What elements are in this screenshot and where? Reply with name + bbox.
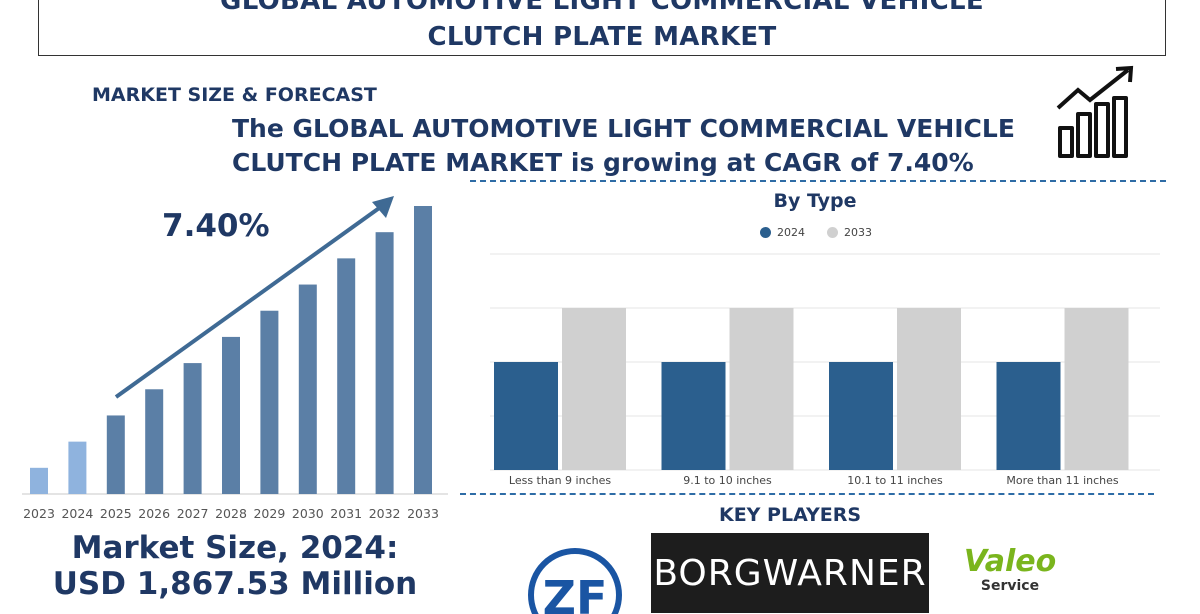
section-label: MARKET SIZE & FORECAST bbox=[92, 84, 377, 106]
borgwarner-logo-text: BORGWARNER bbox=[653, 552, 927, 594]
headline: The GLOBAL AUTOMOTIVE LIGHT COMMERCIAL V… bbox=[232, 114, 1015, 177]
legend-item-2033: 2033 bbox=[827, 226, 872, 239]
bar-2033 bbox=[414, 206, 432, 494]
bar-2027 bbox=[183, 363, 202, 494]
bar-2024-2 bbox=[829, 362, 893, 470]
valeo-logo: Valeo Service bbox=[955, 544, 1065, 595]
cagr-annotation: 7.40% bbox=[162, 208, 270, 244]
trend-arrow-head bbox=[372, 196, 394, 218]
market-size-label: Market Size, 2024: bbox=[71, 530, 399, 566]
growth-bar-chart-icon bbox=[1056, 65, 1134, 158]
borgwarner-logo: BORGWARNER bbox=[651, 533, 929, 613]
legend-label-2024: 2024 bbox=[777, 226, 805, 239]
zf-logo-text: ZF bbox=[543, 571, 608, 614]
legend-swatch-2024 bbox=[760, 227, 771, 238]
bar-2024-3 bbox=[996, 362, 1061, 470]
legend-item-2024: 2024 bbox=[760, 226, 805, 239]
bar-2031 bbox=[337, 258, 356, 494]
market-growth-chart: 2023 2024 2025 2026 2027 2028 2029 2030 2031 2032… bbox=[22, 196, 448, 521]
x-tick-label-2027: 2027 bbox=[177, 506, 209, 521]
legend-label-2033: 2033 bbox=[844, 226, 872, 239]
bar-2028 bbox=[222, 336, 240, 494]
bar-2025 bbox=[106, 415, 125, 494]
bar-2033-2 bbox=[897, 308, 961, 470]
trend-arrow-icon bbox=[1056, 68, 1130, 110]
page-title: GLOBAL AUTOMOTIVE LIGHT COMMERCIAL VEHIC… bbox=[220, 0, 984, 52]
chart-legend: 2024 2033 bbox=[760, 226, 872, 239]
bar-2026 bbox=[145, 389, 164, 494]
bar-2033-0 bbox=[562, 308, 626, 470]
x-tick-label-2032: 2032 bbox=[369, 506, 401, 521]
x-tick-label-2030: 2030 bbox=[292, 506, 324, 521]
category-label-1: 9.1 to 10 inches bbox=[683, 474, 772, 487]
key-players-title: KEY PLAYERS bbox=[718, 504, 862, 526]
trend-arrow bbox=[114, 204, 384, 399]
x-tick-label-2025: 2025 bbox=[100, 506, 132, 521]
legend-swatch-2033 bbox=[827, 227, 838, 238]
x-tick-label-2026: 2026 bbox=[138, 506, 170, 521]
bar-2024-1 bbox=[661, 362, 726, 470]
x-tick-label-2033: 2033 bbox=[407, 506, 439, 521]
category-label-3: More than 11 inches bbox=[1006, 474, 1119, 487]
divider-middle bbox=[460, 493, 1154, 495]
bar-2024 bbox=[68, 441, 87, 494]
x-tick-label-2028: 2028 bbox=[215, 506, 247, 521]
bar-2033-1 bbox=[729, 308, 794, 470]
bar-2033-3 bbox=[1064, 308, 1129, 470]
chart-title: By Type bbox=[773, 190, 857, 212]
x-tick-label-2031: 2031 bbox=[330, 506, 362, 521]
bar-2024-0 bbox=[494, 362, 558, 470]
category-label-0: Less than 9 inches bbox=[509, 474, 611, 487]
divider-top bbox=[470, 180, 1166, 182]
valeo-logo-text: Valeo bbox=[963, 544, 1057, 579]
bar-2029 bbox=[260, 310, 279, 494]
bar-2023 bbox=[30, 467, 48, 494]
market-size-value: USD 1,867.53 Million bbox=[52, 566, 418, 602]
category-label-2: 10.1 to 11 inches bbox=[847, 474, 943, 487]
x-tick-label-2029: 2029 bbox=[253, 506, 285, 521]
valeo-logo-subtext: Service bbox=[980, 578, 1040, 594]
x-tick-label-2023: 2023 bbox=[23, 506, 55, 521]
bar-2032 bbox=[375, 232, 394, 494]
title-box: GLOBAL AUTOMOTIVE LIGHT COMMERCIAL VEHIC… bbox=[38, 0, 1166, 56]
x-tick-label-2024: 2024 bbox=[61, 506, 93, 521]
market-size: Market Size, 2024: USD 1,867.53 Million bbox=[0, 530, 470, 602]
bar-2030 bbox=[298, 284, 317, 494]
by-type-chart: Less than 9 inches 9.1 to 10 inches 10.1 t… bbox=[490, 253, 1160, 487]
zf-logo: ZF bbox=[528, 548, 622, 614]
